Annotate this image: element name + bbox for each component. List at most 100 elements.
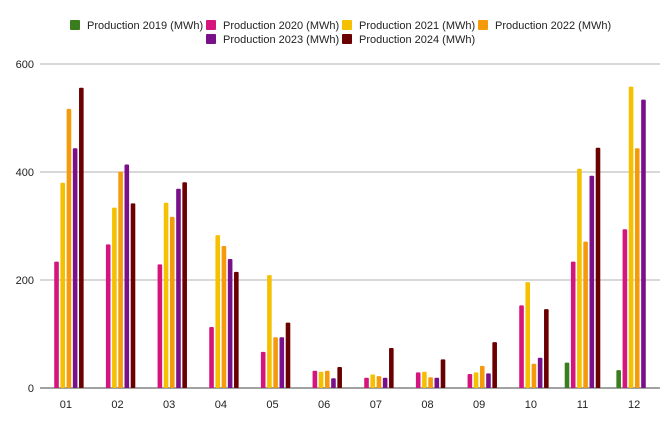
legend-swatch: [206, 34, 216, 44]
bar: [589, 175, 595, 388]
bars: [54, 86, 646, 389]
x-tick-label: 03: [163, 399, 175, 411]
legend-item: Production 2024 (MWh): [342, 34, 475, 46]
bar: [519, 305, 524, 388]
bar: [130, 203, 136, 388]
legend-label: Production 2020 (MWh): [223, 20, 339, 32]
bar: [273, 337, 278, 388]
bar: [628, 86, 634, 389]
legend-label: Production 2023 (MWh): [223, 34, 339, 46]
x-tick-label: 05: [266, 399, 278, 411]
y-tick-label: 200: [16, 275, 34, 287]
bar: [337, 366, 342, 388]
bar: [163, 202, 169, 388]
legend-item: Production 2023 (MWh): [206, 34, 339, 46]
legend-swatch: [342, 34, 352, 44]
legend-swatch: [70, 20, 80, 30]
bar: [434, 377, 440, 388]
bar: [169, 216, 175, 388]
x-tick-label: 09: [473, 399, 485, 411]
x-tick-label: 02: [111, 399, 123, 411]
legend-item: Production 2021 (MWh): [342, 20, 475, 32]
bar: [260, 351, 266, 388]
bar: [72, 148, 78, 388]
x-tick-label: 01: [60, 399, 72, 411]
bar: [537, 357, 543, 388]
bar: [525, 282, 531, 388]
bar: [331, 378, 336, 388]
x-tick-label: 12: [628, 399, 640, 411]
x-tick-label: 11: [577, 399, 588, 411]
bar: [60, 182, 66, 388]
bar: [531, 363, 537, 388]
bar: [79, 87, 84, 388]
bar: [595, 147, 601, 388]
bar: [54, 261, 59, 388]
bar: [440, 359, 446, 388]
bar: [234, 271, 239, 388]
bar: [583, 241, 588, 388]
bar: [389, 348, 394, 388]
y-tick-label: 0: [28, 383, 34, 395]
x-tick-label: 10: [525, 399, 537, 411]
bar: [112, 207, 117, 388]
bar: [118, 171, 123, 388]
bar: [318, 371, 324, 388]
bar: [570, 261, 576, 388]
bar: [382, 377, 388, 388]
bar: [564, 362, 570, 388]
bar: [634, 148, 640, 388]
legend-label: Production 2021 (MWh): [359, 20, 475, 32]
bar: [622, 229, 628, 388]
bar: [415, 372, 421, 388]
x-axis-ticks: 01 02 03 04 05 06 07 08 09 10 11 12: [60, 399, 641, 411]
y-tick-label: 600: [16, 59, 34, 71]
bar: [285, 322, 291, 388]
bar: [428, 377, 433, 388]
y-axis-ticks: 0 200 400 600: [16, 59, 34, 395]
y-tick-label: 400: [16, 167, 34, 179]
bar: [641, 99, 646, 388]
legend-swatch: [206, 20, 216, 30]
bar: [312, 370, 318, 388]
bar: [215, 235, 221, 388]
legend-label: Production 2019 (MWh): [87, 20, 203, 32]
legend-item: Production 2020 (MWh): [206, 20, 339, 32]
gridlines: [40, 63, 660, 389]
bar: [473, 372, 479, 388]
bar: [157, 264, 163, 388]
bar: [176, 188, 181, 388]
x-tick-label: 04: [215, 399, 227, 411]
bar: [486, 373, 491, 388]
legend-item: Production 2022 (MWh): [478, 20, 611, 32]
bar: [479, 365, 485, 388]
bar: [376, 376, 382, 388]
legend-label: Production 2022 (MWh): [495, 20, 611, 32]
bar: [209, 326, 214, 388]
bar: [492, 342, 497, 388]
bar: [370, 374, 376, 388]
bar: [66, 108, 72, 388]
legend-swatch: [478, 20, 488, 30]
x-tick-label: 06: [318, 399, 330, 411]
legend-item: Production 2019 (MWh): [70, 20, 203, 32]
x-tick-label: 07: [370, 399, 382, 411]
bar: [364, 377, 369, 388]
bar: [544, 309, 549, 388]
bar: [467, 373, 473, 388]
bar: [227, 258, 233, 388]
legend-swatch: [342, 20, 352, 30]
bar: [221, 245, 227, 388]
bar: [124, 164, 130, 388]
bar: [577, 168, 582, 388]
x-tick-label: 08: [421, 399, 433, 411]
bar: [422, 371, 427, 388]
bar: [324, 370, 330, 388]
chart-legend: Production 2019 (MWh) Production 2020 (MW…: [70, 20, 611, 46]
bar: [105, 244, 111, 388]
legend-label: Production 2024 (MWh): [359, 34, 475, 46]
bar: [616, 370, 621, 388]
bar: [279, 337, 285, 388]
bar: [182, 182, 187, 388]
